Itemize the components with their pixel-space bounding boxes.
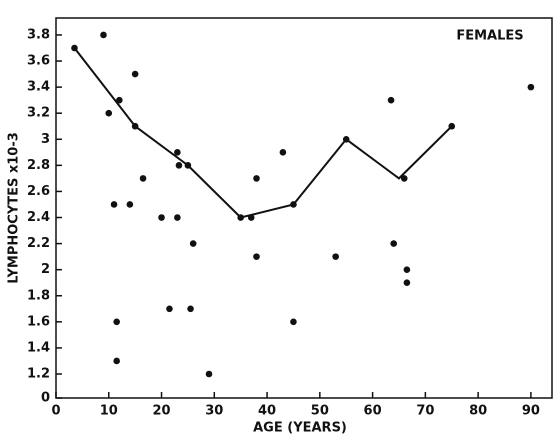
y-tick-label: 1.4 <box>27 340 50 355</box>
plot-frame <box>55 17 553 399</box>
data-point <box>187 305 194 313</box>
data-point <box>253 175 260 182</box>
y-tick-label: 1.2 <box>27 367 50 382</box>
trend-line <box>73 47 453 219</box>
data-point <box>126 201 134 208</box>
y-tick-label: 3.2 <box>27 106 50 121</box>
data-point <box>174 149 181 156</box>
annotation: FEMALES <box>456 29 523 44</box>
y-tick-label: 3.4 <box>27 80 50 95</box>
data-point <box>105 109 113 117</box>
y-tick-label: 3.8 <box>27 27 50 42</box>
data-point <box>387 96 395 104</box>
y-tick-label: 2 <box>41 262 50 277</box>
data-point <box>174 214 181 221</box>
y-tick-label: 2.6 <box>27 184 50 199</box>
x-tick-label: 10 <box>100 404 118 419</box>
data-point <box>403 266 411 273</box>
y-tick-label: 1.8 <box>27 288 50 303</box>
data-point <box>113 357 120 365</box>
data-point <box>166 305 173 313</box>
y-tick-label: 2.4 <box>27 210 50 225</box>
x-tick-label: 40 <box>258 404 276 419</box>
data-point <box>279 149 287 156</box>
data-point <box>116 96 123 104</box>
x-tick-label: 80 <box>469 404 487 419</box>
y-tick-label: 2.2 <box>27 236 50 251</box>
x-tick-label: 20 <box>152 404 170 419</box>
data-point <box>158 214 165 221</box>
x-tick-label: 50 <box>311 404 329 419</box>
y-tick-label: 0 <box>41 391 50 406</box>
data-point <box>100 31 107 39</box>
y-axis-label: LYMPHOCYTES x10-3 <box>7 132 22 284</box>
data-point <box>290 318 297 326</box>
data-point <box>131 70 139 78</box>
x-tick-label: 30 <box>205 404 223 419</box>
x-axis-label: AGE (YEARS) <box>253 421 347 436</box>
data-point <box>189 240 197 247</box>
x-tick-label: 0 <box>51 404 60 419</box>
data-point <box>175 162 183 169</box>
y-tick-label: 3.6 <box>27 54 50 69</box>
y-tick-label: 1.6 <box>27 314 50 329</box>
data-point <box>332 253 339 260</box>
data-point <box>527 83 535 91</box>
y-tick-label: 3 <box>41 132 50 147</box>
data-point <box>400 175 408 182</box>
data-point <box>403 279 411 287</box>
x-tick-label: 90 <box>522 404 540 419</box>
data-point <box>139 175 147 182</box>
data-point <box>253 253 260 260</box>
data-point <box>390 240 398 247</box>
data-point <box>205 370 213 378</box>
data-point <box>110 201 118 208</box>
x-tick-label: 70 <box>416 404 434 419</box>
y-tick-label: 2.8 <box>27 158 50 173</box>
data-point <box>113 318 120 326</box>
x-tick-label: 60 <box>364 404 382 419</box>
